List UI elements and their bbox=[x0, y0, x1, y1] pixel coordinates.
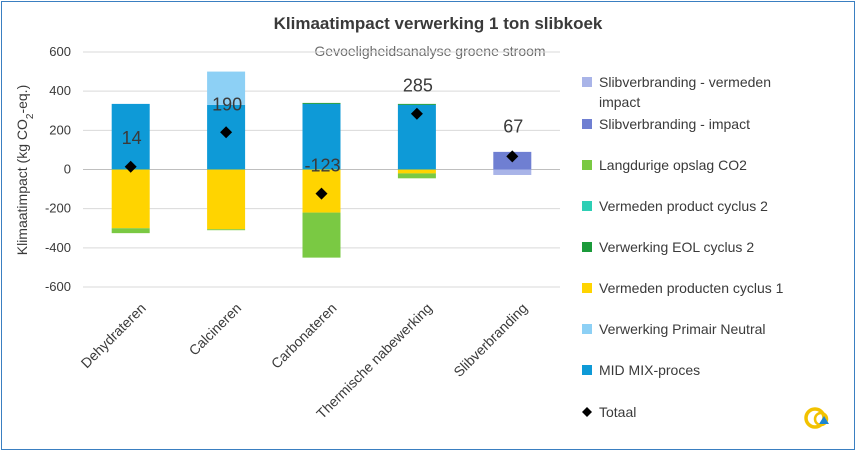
legend-swatch bbox=[582, 119, 592, 129]
chart-title: Klimaatimpact verwerking 1 ton slibkoek bbox=[274, 14, 603, 33]
bar-segment bbox=[397, 103, 436, 105]
category-label: Slibverbranding bbox=[450, 300, 530, 380]
bar-segment bbox=[397, 173, 436, 179]
bar-segment bbox=[302, 103, 341, 170]
legend-swatch bbox=[582, 324, 592, 334]
y-tick-label: -200 bbox=[45, 201, 71, 216]
y-tick-label: 200 bbox=[49, 122, 71, 137]
legend: Slibverbranding - vermeden impact Slibverb… bbox=[582, 74, 784, 420]
legend-label: Verwerking EOL cyclus 2 bbox=[599, 239, 754, 255]
bar-segment bbox=[111, 228, 150, 234]
category-label: Dehydrateren bbox=[78, 300, 149, 371]
bar-segment bbox=[397, 169, 436, 174]
category-label: Carbonateren bbox=[268, 300, 340, 372]
y-tick-label: 400 bbox=[49, 83, 71, 98]
y-tick-label: 600 bbox=[49, 44, 71, 59]
legend-label: Vermeden product cyclus 2 bbox=[599, 198, 768, 214]
legend-label: Slibverbranding - impact bbox=[599, 116, 750, 132]
y-ticks-group: -600 -400 -200 0 200 400 600 bbox=[45, 44, 71, 294]
legend-marker bbox=[582, 407, 592, 417]
total-marker bbox=[315, 187, 328, 200]
total-data-label: 190 bbox=[212, 94, 242, 114]
y-tick-label: -400 bbox=[45, 240, 71, 255]
legend-label: MID MIX-proces bbox=[599, 362, 700, 378]
total-data-label: 67 bbox=[503, 116, 523, 136]
legend-swatch bbox=[582, 365, 592, 375]
bar-segment bbox=[111, 103, 150, 170]
y-axis-label: Klimaatimpact (kg CO2-eq.) bbox=[14, 85, 36, 256]
legend-swatch bbox=[582, 242, 592, 252]
legend-swatch bbox=[582, 283, 592, 293]
bar-segment bbox=[493, 169, 532, 175]
total-marker bbox=[410, 107, 423, 120]
total-marker bbox=[506, 150, 519, 163]
category-label: Calcineren bbox=[186, 300, 245, 359]
category-labels-group: Dehydrateren Calcineren CarbonaterenThermi… bbox=[78, 300, 531, 422]
legend-swatch bbox=[582, 77, 592, 87]
y-tick-label: -600 bbox=[45, 279, 71, 294]
totals-group: 14 190 -123 285 67 bbox=[122, 76, 523, 200]
total-data-label: 285 bbox=[403, 76, 433, 96]
legend-label: Totaal bbox=[599, 404, 636, 420]
bar-segment bbox=[207, 71, 246, 105]
total-data-label: 14 bbox=[122, 128, 142, 148]
legend-label: Verwerking Primair Neutral bbox=[599, 321, 766, 337]
bar-segment bbox=[207, 229, 246, 231]
total-marker bbox=[220, 126, 233, 139]
total-marker bbox=[124, 160, 137, 173]
bar-segment bbox=[302, 102, 341, 104]
legend-label: Vermeden producten cyclus 1 bbox=[599, 280, 784, 296]
bar-segment bbox=[111, 169, 150, 229]
y-tick-label: 0 bbox=[64, 162, 71, 177]
legend-swatch bbox=[582, 160, 592, 170]
legend-swatch bbox=[582, 201, 592, 211]
total-data-label: -123 bbox=[304, 156, 340, 176]
y-axis-label-tail: -eq.) bbox=[14, 85, 30, 114]
y-axis-label-sub: 2 bbox=[25, 113, 36, 119]
chart-subtitle: Gevoeligheidsanalyse groene stroom bbox=[314, 43, 545, 59]
legend-label: Langdurige opslag CO2 bbox=[599, 157, 747, 173]
logo bbox=[804, 407, 829, 429]
bar-segment bbox=[302, 212, 341, 258]
y-axis-label-main: Klimaatimpact (kg CO bbox=[14, 119, 30, 255]
bar-segment bbox=[207, 169, 246, 230]
legend-label: Slibverbranding - vermeden impact bbox=[599, 74, 771, 110]
